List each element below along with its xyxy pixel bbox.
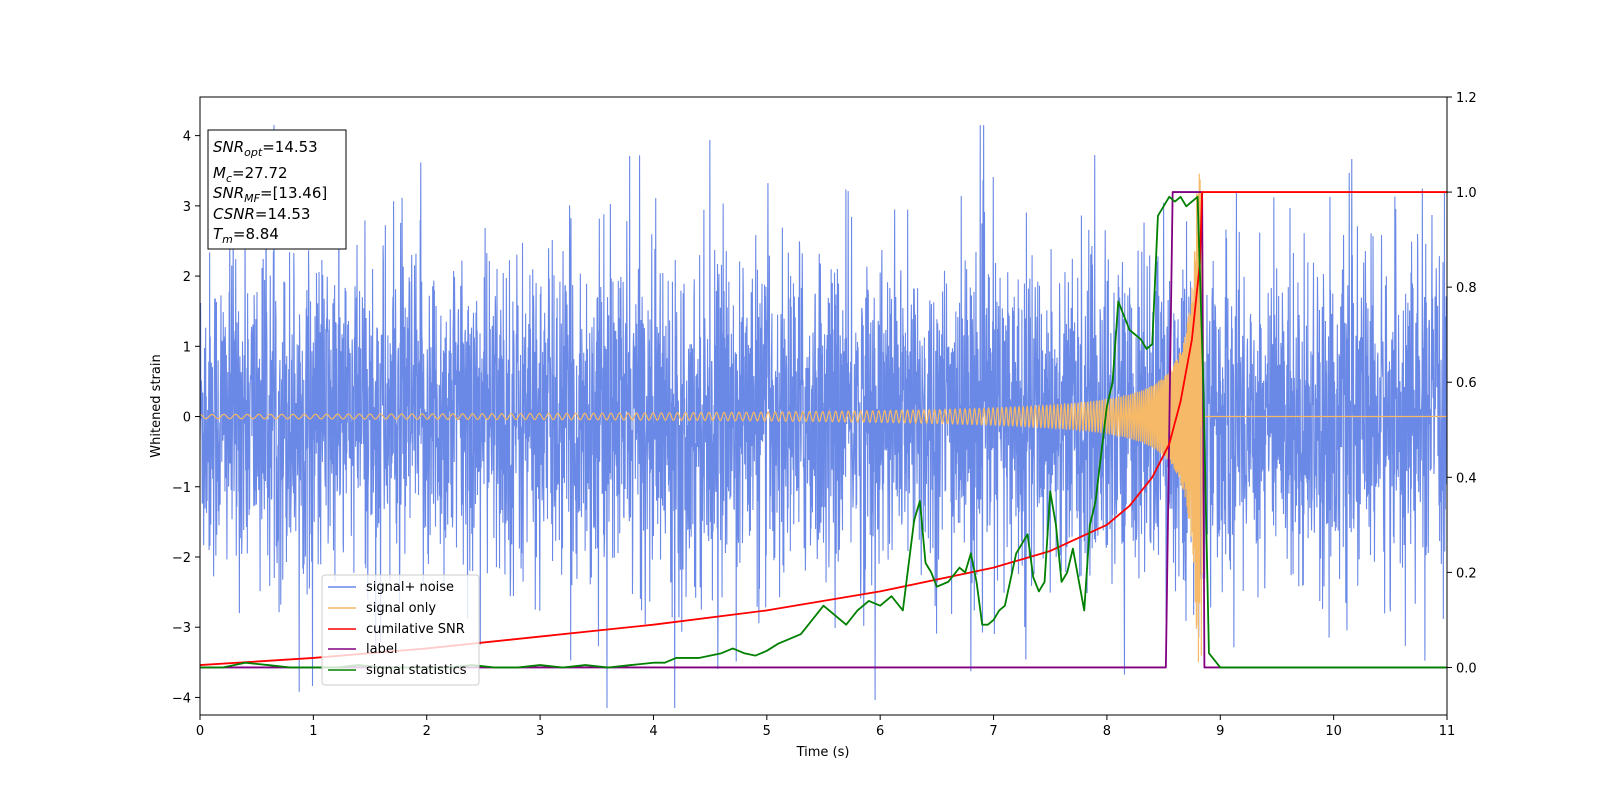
y-right-tick-label: 0.8 <box>1456 281 1477 296</box>
annotation-box: SNRopt=14.53 Mc=27.72 SNRMF=[13.46] CSNR… <box>207 129 347 250</box>
x-tick-label: 7 <box>989 724 997 739</box>
x-tick-label: 3 <box>536 724 544 739</box>
annotation-tm: Tm=8.84 <box>213 225 279 246</box>
annotation-mc: Mc=27.72 <box>213 164 288 185</box>
legend-label-label: label <box>366 642 397 657</box>
legend: signal+ noise signal only cumilative SNR… <box>321 574 480 686</box>
x-tick-label: 4 <box>649 724 657 739</box>
y-tick-label: 0 <box>183 411 191 426</box>
x-tick-label: 2 <box>423 724 431 739</box>
y-tick-label: −2 <box>172 551 191 566</box>
series-cumulative-snr-line <box>200 191 1447 666</box>
x-tick-label: 0 <box>196 724 204 739</box>
y-right-tick-label: 1.2 <box>1456 91 1477 106</box>
plot-area <box>200 125 1447 708</box>
y-axis-title: Whitened strain <box>149 354 164 457</box>
y-axis-left: 4 3 2 1 0 −1 −2 −3 −4 <box>172 130 200 706</box>
series-signal-statistics-line <box>200 195 1447 669</box>
legend-label-signal-only: signal only <box>366 601 436 616</box>
y-tick-label: −1 <box>172 481 191 496</box>
legend-frame <box>321 574 480 686</box>
y-tick-label: 1 <box>183 340 191 355</box>
x-tick-label: 1 <box>309 724 317 739</box>
y-tick-label: 2 <box>183 270 191 285</box>
x-tick-label: 6 <box>876 724 884 739</box>
y-right-tick-label: 0.6 <box>1456 376 1477 391</box>
y-right-tick-label: 0.0 <box>1456 661 1477 676</box>
x-axis-title: Time (s) <box>796 745 850 760</box>
annotation-snr-mf: SNRMF=[13.46] <box>213 184 327 205</box>
annotation-snr-opt: SNRopt=14.53 <box>213 138 318 159</box>
y-right-tick-label: 0.4 <box>1456 471 1477 486</box>
x-tick-label: 5 <box>763 724 771 739</box>
legend-label-signal-statistics: signal statistics <box>366 663 467 678</box>
x-tick-label: 11 <box>1439 724 1456 739</box>
plot-frame <box>199 96 1448 716</box>
legend-label-cumulative-snr: cumilative SNR <box>366 622 465 637</box>
series-signal-only-line <box>200 173 1447 663</box>
y-tick-label: 4 <box>183 130 191 145</box>
y-right-tick-label: 1.0 <box>1456 186 1477 201</box>
annotation-csnr: CSNR=14.53 <box>213 205 310 223</box>
x-axis: 0 1 2 3 4 5 6 7 8 9 10 11 <box>196 715 1455 739</box>
y-tick-label: −4 <box>172 691 191 706</box>
annotation-frame <box>207 129 347 250</box>
y-tick-label: −3 <box>172 621 191 636</box>
x-tick-label: 8 <box>1103 724 1111 739</box>
legend-label-signal-noise: signal+ noise <box>366 580 454 595</box>
y-right-tick-label: 0.2 <box>1456 566 1477 581</box>
series-signal-noise-line <box>200 125 1447 708</box>
y-tick-label: 3 <box>183 200 191 215</box>
x-tick-label: 10 <box>1325 724 1342 739</box>
x-tick-label: 9 <box>1216 724 1224 739</box>
y-axis-right: 1.2 1.0 0.8 0.6 0.4 0.2 0.0 <box>1447 91 1477 676</box>
